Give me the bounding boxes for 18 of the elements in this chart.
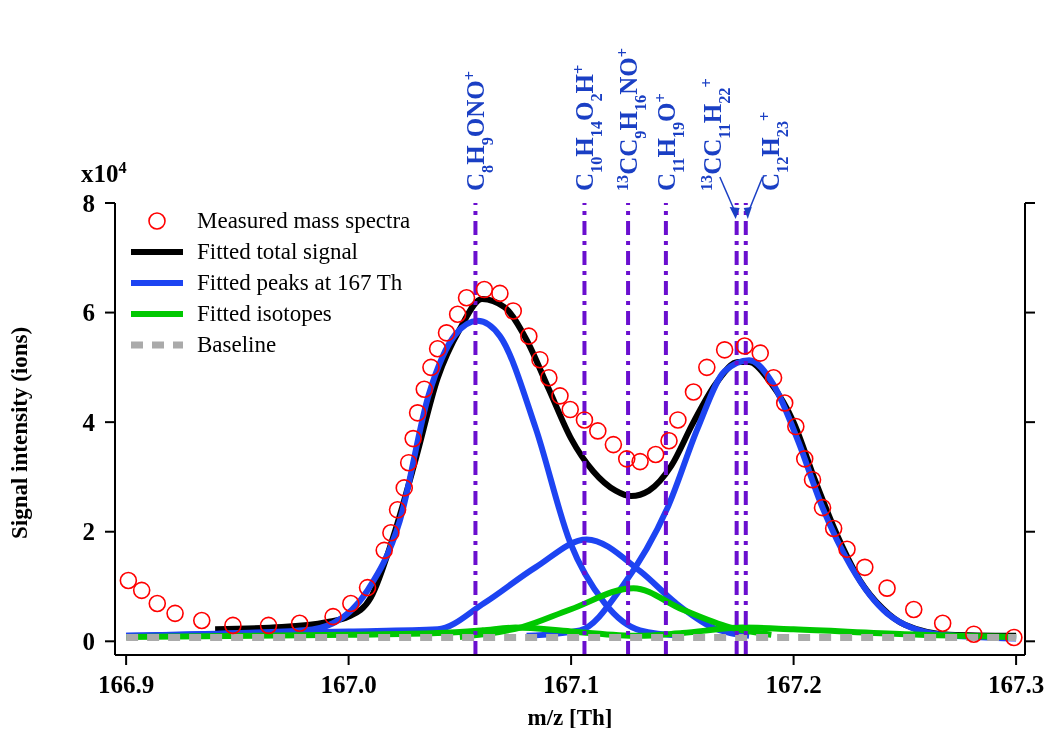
y-tick-label: 4 bbox=[82, 408, 96, 436]
legend-label: Baseline bbox=[197, 331, 277, 359]
y-tick-label: 8 bbox=[82, 189, 95, 217]
legend-label: Fitted peaks at 167 Th bbox=[197, 269, 403, 297]
text: x10$^{4}$ bbox=[81, 158, 127, 187]
y-tick-label: 6 bbox=[82, 299, 95, 327]
x-axis-title: m/z [Th] bbox=[527, 705, 613, 730]
y-tick-label: 2 bbox=[82, 518, 95, 546]
legend-label: Fitted isotopes bbox=[197, 300, 332, 328]
y-tick-label: 0 bbox=[82, 628, 95, 656]
x-tick-label: 167.1 bbox=[542, 671, 600, 698]
legend-label: Fitted total signal bbox=[197, 238, 358, 266]
x-tick-label: 167.0 bbox=[320, 671, 377, 698]
legend-label: Measured mass spectra bbox=[197, 207, 411, 235]
x-tick-label: 167.2 bbox=[765, 671, 822, 698]
y-axis-title: Signal intensity (ions) bbox=[7, 326, 33, 539]
x-tick-label: 166.9 bbox=[98, 671, 155, 698]
x-tick-label: 167.3 bbox=[987, 671, 1045, 698]
